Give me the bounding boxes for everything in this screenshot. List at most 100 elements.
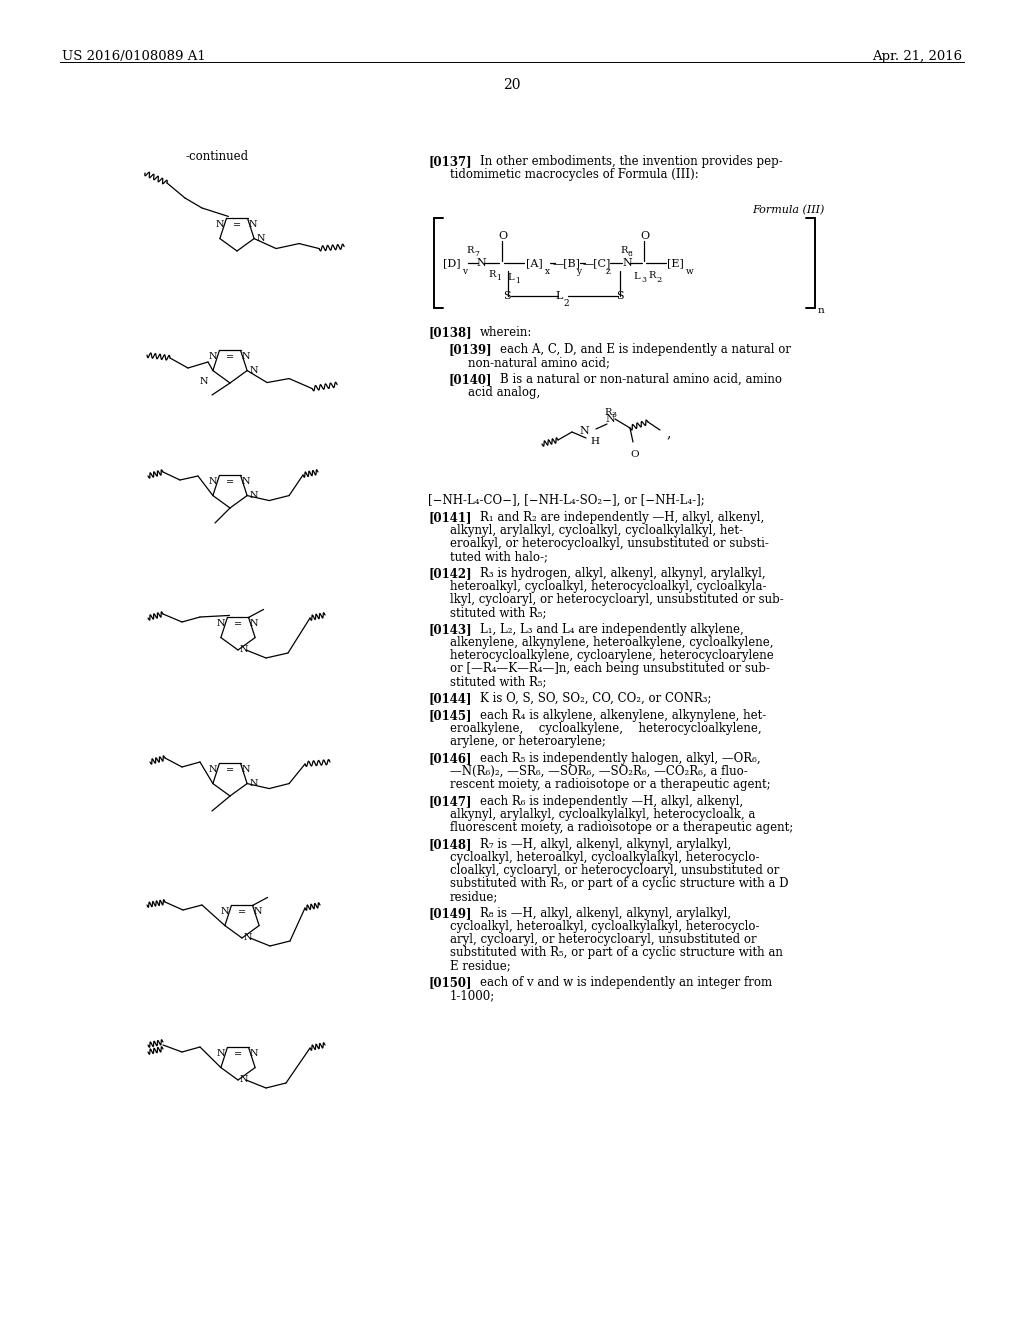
Text: N: N — [209, 478, 217, 487]
Text: N: N — [200, 376, 208, 385]
Text: y: y — [575, 267, 582, 276]
Text: each R₆ is independently —H, alkyl, alkenyl,: each R₆ is independently —H, alkyl, alke… — [480, 795, 743, 808]
Text: L: L — [555, 290, 562, 301]
Text: [0142]: [0142] — [428, 568, 472, 579]
Text: stituted with R₅;: stituted with R₅; — [450, 675, 547, 688]
Text: each R₅ is independently halogen, alkyl, —OR₆,: each R₅ is independently halogen, alkyl,… — [480, 752, 761, 766]
Text: In other embodiments, the invention provides pep-: In other embodiments, the invention prov… — [480, 154, 782, 168]
Text: cloalkyl, cycloaryl, or heterocycloaryl, unsubstituted or: cloalkyl, cycloaryl, or heterocycloaryl,… — [450, 865, 779, 876]
Text: rescent moiety, a radioisotope or a therapeutic agent;: rescent moiety, a radioisotope or a ther… — [450, 777, 771, 791]
Text: [D]: [D] — [443, 257, 461, 268]
Text: R₁ and R₂ are independently —H, alkyl, alkenyl,: R₁ and R₂ are independently —H, alkyl, a… — [480, 511, 764, 524]
Text: [0146]: [0146] — [428, 752, 471, 766]
Text: N: N — [254, 907, 262, 916]
Text: R: R — [488, 271, 496, 279]
Text: [0143]: [0143] — [428, 623, 472, 636]
Text: O: O — [640, 231, 649, 242]
Text: alkynyl, arylalkyl, cycloalkyl, cycloalkylalkyl, het-: alkynyl, arylalkyl, cycloalkyl, cycloalk… — [450, 524, 743, 537]
Text: 3: 3 — [641, 276, 646, 284]
Text: [E]: [E] — [667, 257, 684, 268]
Text: =: = — [226, 354, 234, 363]
Text: —[B]: —[B] — [553, 257, 581, 268]
Text: —[C]: —[C] — [583, 257, 611, 268]
Text: 8: 8 — [628, 249, 633, 257]
Text: fluorescent moiety, a radioisotope or a therapeutic agent;: fluorescent moiety, a radioisotope or a … — [450, 821, 794, 834]
Text: N: N — [250, 1049, 258, 1059]
Text: =: = — [226, 478, 234, 487]
Text: aryl, cycloaryl, or heterocycloaryl, unsubstituted or: aryl, cycloaryl, or heterocycloaryl, uns… — [450, 933, 757, 946]
Text: N: N — [622, 257, 632, 268]
Text: [0140]: [0140] — [449, 374, 492, 385]
Text: [0150]: [0150] — [428, 975, 471, 989]
Text: 2: 2 — [563, 300, 568, 308]
Text: [0149]: [0149] — [428, 907, 471, 920]
Text: eroalkylene,  cycloalkylene,  heterocycloalkylene,: eroalkylene, cycloalkylene, heterocycloa… — [450, 722, 762, 735]
Text: [0141]: [0141] — [428, 511, 471, 524]
Text: =: = — [233, 1051, 242, 1060]
Text: R₇ is —H, alkyl, alkenyl, alkynyl, arylalkyl,: R₇ is —H, alkyl, alkenyl, alkynyl, aryla… — [480, 838, 731, 851]
Text: R: R — [620, 246, 628, 255]
Text: R: R — [604, 408, 611, 417]
Text: L₁, L₂, L₃ and L₄ are independently alkylene,: L₁, L₂, L₃ and L₄ are independently alky… — [480, 623, 743, 636]
Text: —N(R₆)₂, —SR₆, —SOR₆, —SO₂R₆, —CO₂R₆, a fluo-: —N(R₆)₂, —SR₆, —SOR₆, —SO₂R₆, —CO₂R₆, a … — [450, 766, 748, 777]
Text: non-natural amino acid;: non-natural amino acid; — [468, 356, 610, 370]
Text: =: = — [226, 767, 234, 775]
Text: R: R — [648, 271, 655, 280]
Text: ,: , — [666, 426, 671, 440]
Text: residue;: residue; — [450, 890, 499, 903]
Text: cycloalkyl, heteroalkyl, cycloalkylalkyl, heterocyclo-: cycloalkyl, heteroalkyl, cycloalkylalkyl… — [450, 851, 760, 865]
Text: N: N — [605, 414, 614, 424]
Text: 1: 1 — [515, 277, 520, 285]
Text: N: N — [249, 220, 257, 230]
Text: US 2016/0108089 A1: US 2016/0108089 A1 — [62, 50, 206, 63]
Text: E residue;: E residue; — [450, 960, 511, 972]
Text: N: N — [217, 1049, 225, 1059]
Text: S: S — [503, 290, 511, 301]
Text: N: N — [249, 366, 258, 375]
Text: R: R — [466, 246, 473, 255]
Text: [0138]: [0138] — [428, 326, 472, 339]
Text: N: N — [221, 907, 229, 916]
Text: N: N — [240, 1076, 249, 1085]
Text: H: H — [590, 437, 599, 446]
Text: w: w — [686, 267, 693, 276]
Text: [0137]: [0137] — [428, 154, 472, 168]
Text: N: N — [244, 933, 253, 942]
Text: substituted with R₅, or part of a cyclic structure with a D: substituted with R₅, or part of a cyclic… — [450, 876, 788, 890]
Text: heteroalkyl, cycloalkyl, heterocycloalkyl, cycloalkyla-: heteroalkyl, cycloalkyl, heterocycloalky… — [450, 579, 767, 593]
Text: N: N — [242, 766, 250, 775]
Text: [A]: [A] — [526, 257, 543, 268]
Text: N: N — [240, 645, 249, 655]
Text: each R₄ is alkylene, alkenylene, alkynylene, het-: each R₄ is alkylene, alkenylene, alkynyl… — [480, 709, 766, 722]
Text: 2: 2 — [656, 276, 662, 284]
Text: N: N — [249, 779, 258, 788]
Text: N: N — [249, 491, 258, 500]
Text: substituted with R₅, or part of a cyclic structure with an: substituted with R₅, or part of a cyclic… — [450, 946, 783, 960]
Text: =: = — [233, 620, 242, 630]
Text: N: N — [256, 234, 264, 243]
Text: n: n — [818, 306, 824, 315]
Text: O: O — [630, 450, 639, 459]
Text: Formula (III): Formula (III) — [752, 205, 824, 215]
Text: lkyl, cycloaryl, or heterocycloaryl, unsubstituted or sub-: lkyl, cycloaryl, or heterocycloaryl, uns… — [450, 593, 783, 606]
Text: 1: 1 — [496, 275, 501, 282]
Text: O: O — [498, 231, 507, 242]
Text: tidomimetic macrocycles of Formula (III):: tidomimetic macrocycles of Formula (III)… — [450, 168, 698, 181]
Text: or [—R₄—K—R₄—]n, each being unsubstituted or sub-: or [—R₄—K—R₄—]n, each being unsubstitute… — [450, 663, 770, 675]
Text: [0147]: [0147] — [428, 795, 471, 808]
Text: [0144]: [0144] — [428, 692, 471, 705]
Text: 20: 20 — [503, 78, 521, 92]
Text: N: N — [580, 426, 589, 436]
Text: 1-1000;: 1-1000; — [450, 989, 496, 1002]
Text: N: N — [209, 352, 217, 362]
Text: wherein:: wherein: — [480, 326, 532, 339]
Text: 7: 7 — [474, 249, 479, 257]
Text: z: z — [606, 267, 610, 276]
Text: R₈ is —H, alkyl, alkenyl, alkynyl, arylalkyl,: R₈ is —H, alkyl, alkenyl, alkynyl, aryla… — [480, 907, 731, 920]
Text: L: L — [507, 273, 514, 282]
Text: N: N — [242, 352, 250, 362]
Text: tuted with halo-;: tuted with halo-; — [450, 550, 548, 564]
Text: =: = — [238, 908, 246, 917]
Text: [0139]: [0139] — [449, 343, 492, 356]
Text: each of v and w is independently an integer from: each of v and w is independently an inte… — [480, 975, 772, 989]
